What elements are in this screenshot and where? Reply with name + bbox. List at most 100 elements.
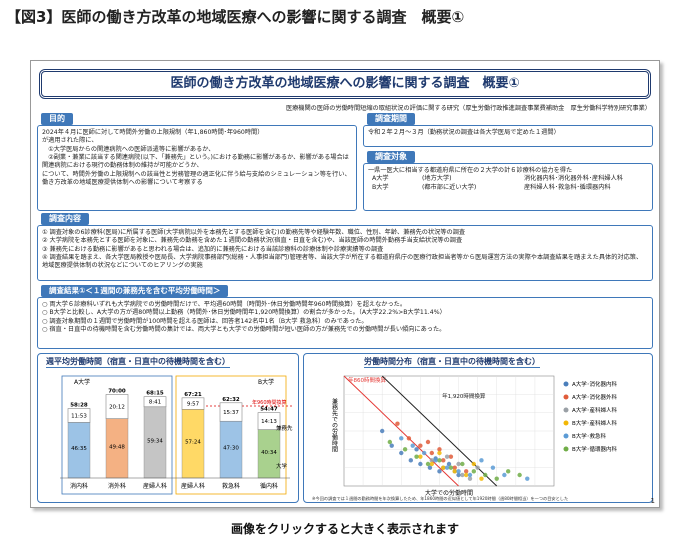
scatter-point	[467, 472, 473, 478]
x-tick-label: 消内科	[70, 482, 88, 490]
target-label: 調査対象	[367, 151, 415, 163]
scatter-point	[418, 461, 423, 467]
scatter-point	[414, 454, 419, 459]
scatter-point	[379, 428, 385, 434]
period-box: 令和２年２月～３月（勤務状況の調査は各大学医局で定めた１週間）	[363, 125, 653, 147]
x-tick-label: 産婦人科	[143, 482, 167, 490]
target-depts: 産科婦人科･救急科･循環器内科	[524, 183, 611, 191]
scatter-point	[406, 436, 412, 441]
bar-value-label: 11:53	[71, 413, 87, 419]
result-item: ○ B大学と比較し、A大学の方が週80時間以上勤務（時間外･休日労働時間年1,9…	[42, 309, 446, 317]
legend-label: A大学･消化器内科	[572, 380, 618, 388]
legend-label: B大学･救急科	[572, 432, 607, 440]
scatter-point	[475, 465, 480, 470]
target-depts: 消化器内科･消化器外科･産科婦人科	[524, 175, 623, 183]
legend-label: 大学	[276, 462, 288, 470]
bar-side-job	[181, 397, 205, 410]
scatter-point	[479, 476, 484, 481]
result-item: ○ 調査対象期間の１週間で労働時間が100時間を超える医師は、回答者142名中1…	[42, 317, 368, 325]
bar-total-label: 70:00	[108, 388, 126, 394]
target-intro: 一県一医大に相当する都道府県に所在の２大学の計６診療科の協力を得た	[368, 167, 573, 174]
legend-marker	[563, 446, 569, 452]
purpose-line: ②副業・兼業に該当する関連病院(以下、「兼務先」という。)における勤務に影響があ…	[42, 154, 349, 170]
results-box: ○ 両大学６診療科いずれも大学病院での労働時間だけで、平均週60時間（時間外･休…	[37, 297, 653, 349]
bar-value-label: 59:34	[147, 438, 163, 444]
x-tick-label: 循内科	[260, 482, 278, 490]
legend-label: A大学･消化器外科	[572, 393, 618, 401]
bar-value-label: 14:13	[261, 419, 277, 425]
reference-line-label: 年1,920時間換算	[442, 392, 486, 400]
scatter-point	[467, 476, 473, 481]
image-caption[interactable]: 画像をクリックすると大きく表示されます	[230, 522, 459, 536]
group-label: B大学	[258, 378, 274, 386]
scatter-point	[395, 421, 400, 426]
result-item: ○ 両大学６診療科いずれも大学病院での労働時間だけで、平均週60時間（時間外･休…	[42, 301, 407, 308]
bar-total-label: 68:15	[146, 391, 164, 397]
slide-figure[interactable]: 医師の働き方改革の地域医療への影響に関する調査 概要① 医療機関の医師の労働時間…	[30, 60, 660, 508]
legend-label: A大学･産科婦人科	[572, 406, 618, 414]
bar-side-job	[219, 402, 243, 422]
scatter-point	[463, 469, 469, 474]
bar-total-label: 54:47	[260, 407, 278, 413]
reference-line-label: 年860時間換算	[348, 376, 386, 384]
scatter-point	[425, 461, 431, 467]
scatter-chart-title: 労働時間分布（宿直・日直中の待機時間を含む）	[364, 357, 540, 368]
slide-subtitle: 医療機関の医師の労働時間短縮の取組状況の評価に関する研究（厚生労働行政推進調査事…	[285, 105, 651, 112]
scatter-point	[437, 450, 442, 456]
scatter-point	[437, 469, 442, 474]
target-row-a: A大学 (地方大学) 消化器内科･消化器外科･産科婦人科	[368, 175, 648, 183]
scatter-point	[490, 465, 496, 470]
scatter-point	[421, 450, 427, 456]
purpose-box: 2024年４月に医師に対して時間外労働の上限規制（年1,860時間･年960時間…	[37, 125, 357, 211]
scatter-point	[494, 476, 499, 481]
x-tick-label: 消外科	[108, 482, 126, 490]
purpose-line: が適用された際に、	[42, 137, 98, 145]
scatter-point	[429, 461, 435, 467]
bar-total-label: 62:32	[222, 397, 240, 403]
content-item: ② 大学病院を本務先とする医師を対象に、兼務先の勤務を含めた１週間の勤務状況(宿…	[42, 237, 463, 245]
bar-side-job	[105, 394, 129, 419]
purpose-line: について、時間外労働の上限規制への該当性と労務管理の適正化に伴う給与支給のシミュ…	[42, 170, 351, 187]
reference-line	[343, 375, 459, 487]
legend-marker	[563, 394, 569, 400]
legend-marker	[563, 420, 569, 426]
group-frame-a	[61, 375, 173, 495]
purpose-line: 2024年４月に医師に対して時間外労働の上限規制（年1,860時間･年960時間…	[42, 129, 264, 136]
content-item: ③ 兼務先における勤務に影響があると思われる場合は、追加的に兼務先における当該診…	[42, 245, 384, 253]
bar-value-label: 57:24	[185, 440, 201, 446]
legend-label: B大学･産科婦人科	[572, 419, 618, 427]
scatter-point	[452, 469, 457, 474]
result-item: ○ 宿直・日直中の待機時間を含む労働時間の集計では、両大学とも大学での労働時間が…	[42, 326, 446, 334]
scatter-point	[471, 469, 477, 474]
scatter-point	[479, 458, 484, 463]
scatter-chart-panel: 労働時間分布（宿直・日直中の待機時間を含む） 年860時間換算年1,920時間換…	[303, 353, 653, 503]
content-item: ① 調査対象の6診療科(医局)に所属する医師(大学病院以外を本務先とする医師を含…	[42, 229, 466, 236]
target-univ: B大学	[372, 183, 389, 191]
period-text: 令和２年２月～３月（勤務状況の調査は各大学医局で定めた１週間）	[368, 129, 560, 136]
target-box: 一県一医大に相当する都道府県に所在の２大学の計６診療科の協力を得た A大学 (地…	[363, 163, 653, 211]
scatter-point	[433, 458, 438, 463]
scatter-point	[525, 476, 530, 481]
bar-value-label: 8:41	[149, 400, 161, 406]
bar-side-job	[67, 408, 91, 423]
scatter-point	[448, 454, 454, 459]
group-label: A大学	[74, 378, 90, 386]
slide-title: 医師の働き方改革の地域医療への影響に関する調査 概要①	[39, 69, 651, 99]
scatter-point	[418, 443, 423, 448]
scatter-point	[483, 472, 488, 478]
x-tick-label: 産婦人科	[181, 482, 205, 490]
scatter-point	[437, 447, 442, 452]
scatter-point	[471, 461, 477, 467]
bar-value-label: 20:12	[109, 405, 125, 411]
bar-chart-title: 週平均労働時間（宿直・日直中の待機時間を含む）	[46, 357, 230, 368]
reference-line-label: 年960時間換算	[252, 399, 287, 406]
scatter-point	[418, 454, 423, 459]
purpose-line: ①大学医局からの関連病院への医師派遣等に影響があるか、	[42, 145, 215, 153]
scatter-point	[441, 465, 446, 470]
scatter-point	[389, 443, 394, 448]
legend-label: B大学･循環器内科	[572, 445, 618, 453]
content-box: ① 調査対象の6診療科(医局)に所属する医師(大学病院以外を本務先とする医師を含…	[37, 225, 653, 281]
scatter-point	[425, 439, 431, 445]
